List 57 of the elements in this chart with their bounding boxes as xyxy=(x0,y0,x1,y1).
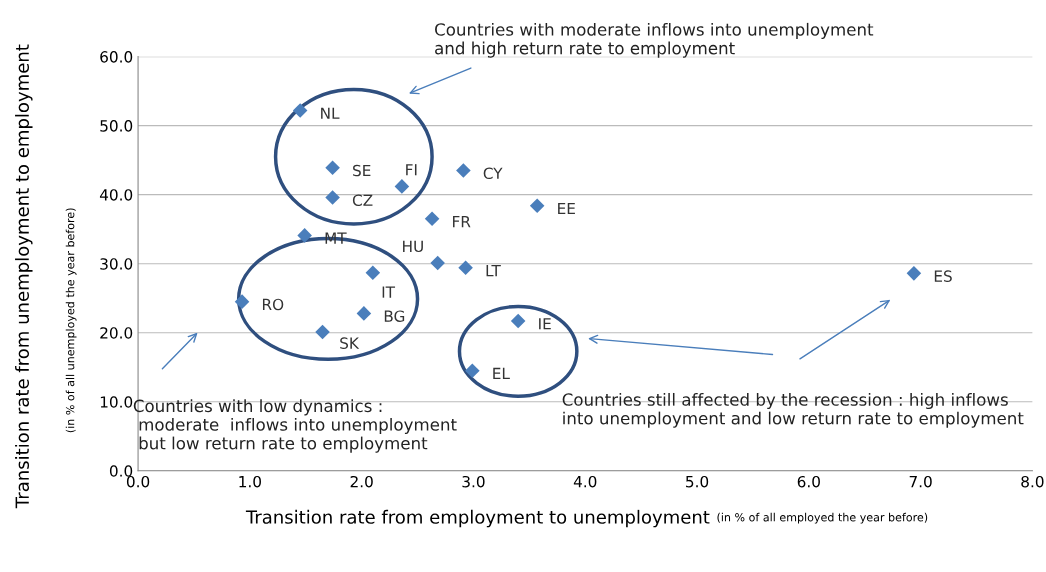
annotation: FI xyxy=(406,164,417,176)
text: (in % of all unemployed the year before) xyxy=(65,208,77,433)
point xyxy=(325,190,340,205)
annotation: CZ xyxy=(352,194,373,206)
annotation: EE xyxy=(558,202,575,215)
annotation: FR xyxy=(453,216,471,228)
point xyxy=(424,211,440,227)
point xyxy=(465,363,480,378)
annotation: ES xyxy=(934,270,952,282)
annotation: IE xyxy=(539,318,551,330)
annotation: Countries with moderate inflows into unemployment and high return rate to employment xyxy=(435,22,874,58)
point xyxy=(292,103,308,118)
y-tick-label: 20.0 xyxy=(100,327,133,339)
annotation: EL xyxy=(493,367,510,380)
x-tick-label: 8.0 xyxy=(1021,475,1044,488)
annotation: Countries still affected by the recession : high inflows into unemployment and low return rate to employment xyxy=(562,392,1024,428)
annotation: LT xyxy=(486,265,501,277)
annotation: BG xyxy=(384,310,405,322)
x-axis-title: Transition rate from employment to unemployment xyxy=(245,509,710,528)
x-tick-label: 3.0 xyxy=(462,475,485,488)
annotation: RO xyxy=(262,298,284,311)
y-axis-title: Transition rate from unemployment to employment xyxy=(15,44,33,509)
point xyxy=(529,198,545,213)
x-tick-label: 4.0 xyxy=(573,475,597,488)
point xyxy=(394,179,410,194)
x-tick-label: 5.0 xyxy=(686,475,709,488)
x-tick-label: 0.0 xyxy=(126,475,150,488)
y-tick-label: 10.0 xyxy=(100,396,133,408)
text: (in % of all employed the year before) xyxy=(717,512,928,524)
point xyxy=(234,294,250,309)
annotation: SK xyxy=(340,337,360,349)
annotation: HU xyxy=(403,240,423,253)
x-tick-label: 1.0 xyxy=(239,475,261,488)
point xyxy=(906,266,922,281)
point xyxy=(356,306,372,321)
point xyxy=(365,265,381,280)
y-tick-label: 50.0 xyxy=(100,120,133,132)
point xyxy=(456,163,471,178)
annotation: IT xyxy=(382,286,396,298)
y-tick-label: 0.0 xyxy=(109,465,133,477)
y-tick-label: 30.0 xyxy=(100,258,133,270)
annotation: Countries with low dynamics : moderate inflows into unemployment but low return rate to employment xyxy=(133,399,457,453)
point xyxy=(430,255,445,271)
y-tick-label: 40.0 xyxy=(99,189,133,201)
point xyxy=(315,324,330,340)
annotation: NL xyxy=(321,107,340,119)
x-tick-label: 7.0 xyxy=(909,475,932,488)
annotation: MT xyxy=(325,232,347,244)
point xyxy=(325,160,340,176)
y-tick-label: 60.0 xyxy=(100,51,133,63)
x-tick-label: 2.0 xyxy=(350,475,373,488)
point xyxy=(510,313,526,329)
annotation: CY xyxy=(483,167,503,180)
point xyxy=(458,260,473,276)
point xyxy=(297,228,312,243)
annotation: SE xyxy=(353,164,371,177)
x-tick-label: 6.0 xyxy=(797,475,820,488)
